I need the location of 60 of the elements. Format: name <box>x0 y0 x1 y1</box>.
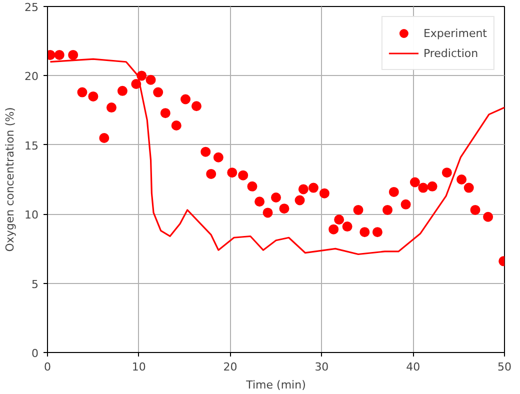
point <box>427 181 438 192</box>
point <box>153 87 164 98</box>
y-axis-title: Oxygen concentration (%) <box>4 107 17 252</box>
point <box>442 168 452 178</box>
x-axis-title: Time (min) <box>245 378 306 392</box>
y-tick-label: 10 <box>24 208 39 222</box>
point <box>54 50 64 60</box>
point <box>68 50 78 60</box>
point <box>418 182 428 193</box>
x-tick-label: 30 <box>314 360 329 374</box>
point <box>88 91 98 102</box>
point <box>334 214 344 225</box>
point <box>308 182 318 193</box>
point <box>206 168 216 179</box>
point <box>200 146 211 157</box>
point <box>319 188 330 198</box>
point <box>294 195 305 206</box>
point <box>213 152 224 162</box>
point <box>456 174 467 184</box>
point <box>238 170 248 180</box>
point <box>410 177 420 188</box>
point <box>464 182 474 193</box>
point <box>279 204 290 214</box>
x-tick-label: 10 <box>132 360 146 374</box>
point <box>298 184 308 194</box>
point <box>227 168 238 178</box>
point <box>372 227 382 238</box>
point <box>353 204 364 215</box>
x-tick-label: 40 <box>406 360 420 374</box>
point <box>328 224 339 234</box>
legend-label: Experiment <box>423 26 487 40</box>
point <box>160 108 170 118</box>
point <box>117 86 128 96</box>
point <box>271 192 281 202</box>
x-tick-label: 50 <box>498 360 512 374</box>
point <box>254 196 265 207</box>
point <box>99 132 110 143</box>
y-tick-label: 15 <box>24 139 39 152</box>
point <box>77 87 88 98</box>
y-tick-label: 25 <box>24 1 39 14</box>
point <box>247 181 258 192</box>
y-tick-label: 0 <box>32 347 38 360</box>
x-tick-label: 0 <box>44 360 51 374</box>
point <box>146 74 156 85</box>
x-tick-label: 20 <box>223 360 238 374</box>
point <box>382 204 393 215</box>
point <box>262 208 273 218</box>
y-tick-label: 5 <box>32 278 38 291</box>
point <box>400 199 411 210</box>
point <box>483 212 494 222</box>
legend-label: Prediction <box>423 46 478 60</box>
point <box>191 101 202 112</box>
point <box>180 94 191 104</box>
point <box>171 120 182 131</box>
point <box>342 222 352 232</box>
point <box>388 186 399 197</box>
point <box>106 102 116 113</box>
point <box>470 204 480 215</box>
y-tick-label: 20 <box>24 70 39 84</box>
point <box>360 227 370 238</box>
